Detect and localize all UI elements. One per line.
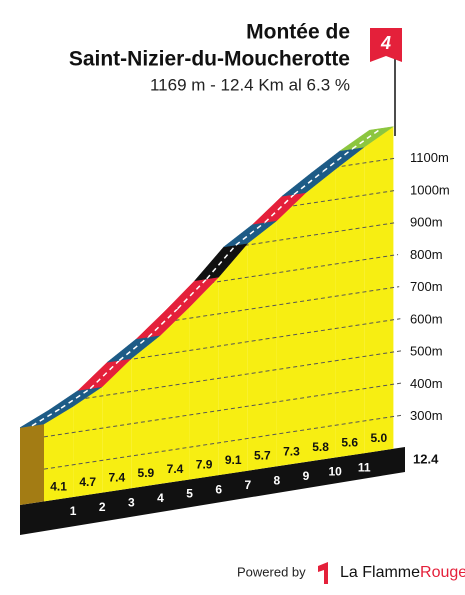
x-tick-label: 8 xyxy=(274,473,281,487)
side-face xyxy=(20,424,44,505)
gradient-label: 5.8 xyxy=(312,440,329,454)
y-tick-label: 900m xyxy=(410,215,443,230)
logo-icon xyxy=(318,562,328,584)
x-tick-label: 1 xyxy=(70,504,77,518)
road-centerline xyxy=(235,221,266,246)
road-centerline xyxy=(206,244,237,280)
footer-powered: Powered by xyxy=(237,564,306,579)
gradient-label: 4.1 xyxy=(50,479,67,493)
profile-face xyxy=(276,192,306,467)
road-centerline xyxy=(147,308,179,338)
grid-line xyxy=(44,349,405,406)
brand: La Flamme xyxy=(340,564,420,581)
flag xyxy=(370,28,402,62)
y-tick-label: 400m xyxy=(410,376,443,391)
gradient-label: 5.7 xyxy=(254,449,271,463)
profile-face xyxy=(160,306,190,484)
profile-face xyxy=(335,147,365,458)
road-centerline xyxy=(264,193,295,223)
y-tick-label: 600m xyxy=(410,311,443,326)
y-tick-label: 300m xyxy=(410,408,443,423)
gradient-label: 7.9 xyxy=(196,457,213,471)
title-line: Montée de xyxy=(246,21,350,44)
road-centerline xyxy=(322,148,353,172)
profile-face xyxy=(73,386,103,497)
gradient-label: 7.4 xyxy=(108,471,125,485)
gradient-label: 5.6 xyxy=(341,436,358,450)
category-badge: 4 xyxy=(380,33,391,53)
y-tick-label: 1000m xyxy=(410,182,450,197)
profile-face xyxy=(306,169,336,462)
y-tick-label: 1100m xyxy=(410,150,449,165)
grid-line xyxy=(44,253,405,309)
title-line: Saint-Nizier-du-Moucherotte xyxy=(69,48,350,71)
profile-face xyxy=(44,406,74,502)
y-tick-label: 700m xyxy=(410,279,443,294)
gradient-label: 5.0 xyxy=(370,431,387,445)
x-end-label: 12.4 xyxy=(413,451,439,466)
gradient-label: 5.9 xyxy=(138,466,155,480)
gradient-label: 4.7 xyxy=(79,475,96,489)
footer-brand: La FlammeRouge xyxy=(340,564,465,581)
x-tick-label: 9 xyxy=(303,469,310,483)
subtitle: 1169 m - 12.4 Km al 6.3 % xyxy=(150,75,350,94)
x-tick-label: 7 xyxy=(244,478,251,492)
grid-line xyxy=(44,317,405,373)
y-tick-label: 500m xyxy=(410,344,443,359)
gradient-label: 7.3 xyxy=(283,444,300,458)
profile-face xyxy=(189,277,219,480)
road-band xyxy=(340,126,394,151)
road-centerline xyxy=(351,127,382,150)
base-strip xyxy=(20,447,405,535)
road-centerline xyxy=(293,170,324,196)
x-tick-label: 3 xyxy=(128,495,135,509)
x-tick-label: 10 xyxy=(328,465,342,479)
profile-face xyxy=(131,335,161,489)
x-tick-label: 5 xyxy=(186,487,193,501)
profile-face xyxy=(218,243,248,476)
road-centerline xyxy=(60,388,91,409)
road-centerline xyxy=(118,336,149,361)
x-tick-label: 4 xyxy=(157,491,164,505)
grid-line xyxy=(44,414,405,470)
brand-accent: Rouge xyxy=(420,564,465,581)
road-centerline xyxy=(31,407,62,427)
gradient-label: 7.4 xyxy=(167,462,184,476)
x-tick-label: 11 xyxy=(358,460,371,474)
grid-line xyxy=(44,382,405,438)
profile-face xyxy=(247,220,277,471)
road-centerline xyxy=(89,359,120,390)
x-tick-label: 2 xyxy=(99,500,106,514)
grid-line xyxy=(44,285,405,341)
road-centerline xyxy=(177,278,208,310)
y-tick-label: 800m xyxy=(410,247,443,262)
gradient-label: 9.1 xyxy=(225,453,242,467)
x-tick-label: 6 xyxy=(215,482,222,496)
